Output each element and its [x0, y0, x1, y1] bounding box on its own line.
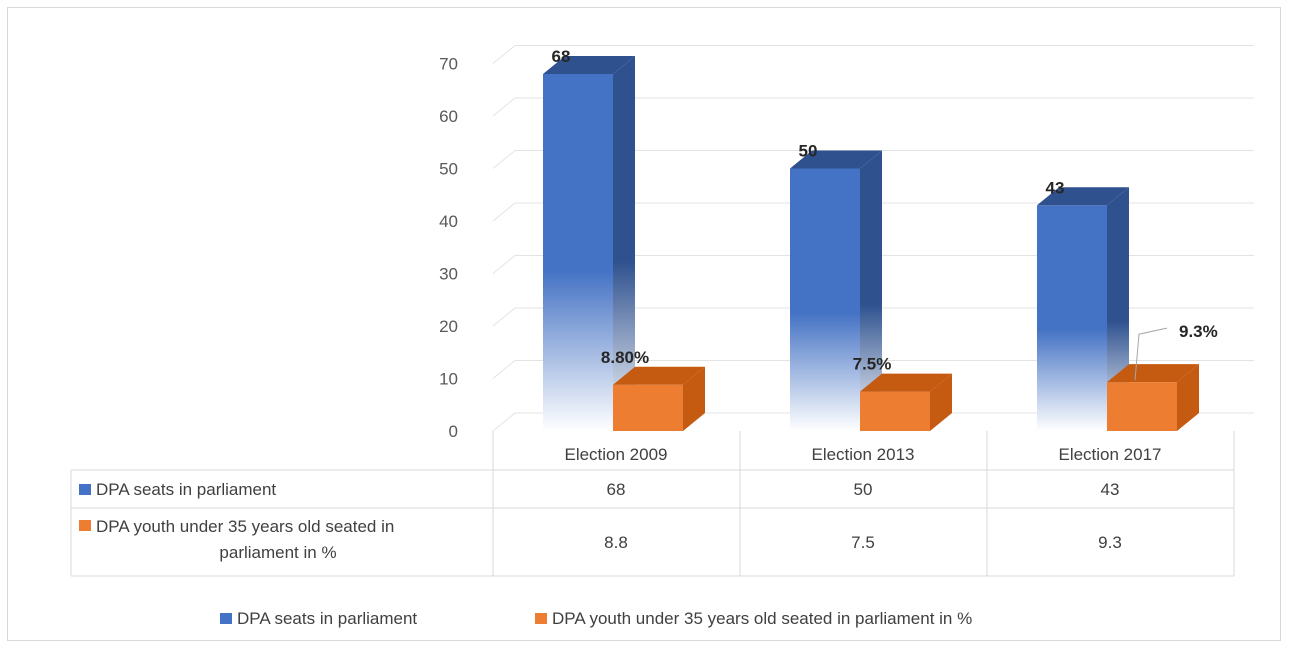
data-table: Election 2009 Election 2013 Election 2017 D…	[70, 431, 1235, 577]
y-tick-label: 40	[439, 212, 458, 231]
bar-front	[1107, 382, 1177, 431]
y-tick-label: 30	[439, 265, 458, 284]
gridline	[492, 412, 1254, 432]
category-label: Election 2017	[1058, 445, 1161, 464]
bar-side	[1177, 364, 1199, 431]
table-row-label: DPA seats in parliament	[96, 480, 276, 499]
y-tick-label: 0	[449, 422, 458, 441]
bar-top	[543, 56, 635, 74]
table-cell: 68	[607, 480, 626, 499]
y-tick-label: 70	[439, 55, 458, 74]
table-legend-key-seats	[79, 484, 91, 495]
legend-swatch	[535, 613, 547, 624]
data-label: 43	[1046, 178, 1065, 197]
gridline	[492, 97, 1254, 117]
data-label: 7.5%	[853, 355, 892, 374]
gridline	[492, 150, 1254, 169]
category-label: Election 2009	[564, 445, 667, 464]
table-row-label: DPA youth under 35 years old seated in	[96, 517, 394, 536]
bar-top	[790, 150, 882, 169]
data-label: 8.80%	[601, 348, 649, 367]
data-label: 9.3%	[1179, 322, 1218, 341]
y-tick-label: 20	[439, 317, 458, 336]
legend: DPA seats in parliament DPA youth under 3…	[220, 609, 972, 628]
bar-youth-0	[613, 366, 705, 431]
data-labels-layer: 68 8.80% 50 7.5% 43 9.3%	[552, 47, 1218, 381]
gridline	[492, 360, 1254, 379]
table-cell: 9.3	[1098, 533, 1122, 552]
bars-layer	[543, 56, 1199, 431]
bar-side	[930, 373, 952, 431]
bar-youth-1	[860, 373, 952, 431]
y-tick-label: 50	[439, 160, 458, 179]
bar-seats-1	[790, 150, 882, 431]
bar-side	[683, 366, 705, 431]
table-legend-key-youth	[79, 520, 91, 531]
bar-top	[1107, 364, 1199, 383]
category-label: Election 2013	[811, 445, 914, 464]
data-label-leader	[1134, 327, 1168, 381]
chart-frame: 0 10 20 30 40 50 60 70 68 8.80% 50 7.5% 43 9.3% Elec…	[7, 7, 1281, 641]
legend-swatch	[220, 613, 232, 624]
table-cell: 50	[854, 480, 873, 499]
bar-youth-2	[1107, 364, 1199, 431]
y-tick-label: 60	[439, 107, 458, 126]
gridline	[492, 307, 1254, 327]
data-label: 50	[799, 142, 818, 161]
bar-front	[1037, 205, 1107, 431]
y-axis: 0 10 20 30 40 50 60 70	[439, 55, 458, 442]
bar-top	[613, 366, 705, 385]
bar-front	[860, 391, 930, 431]
table-cell: 43	[1101, 480, 1120, 499]
bar-seats-0	[543, 56, 635, 431]
legend-label: DPA seats in parliament	[237, 609, 417, 628]
y-tick-label: 10	[439, 370, 458, 389]
table-cell: 8.8	[604, 533, 628, 552]
bar-front	[613, 384, 683, 431]
bar-top	[860, 373, 952, 392]
bar-side	[613, 56, 635, 431]
bar-side	[860, 150, 882, 431]
bar-front	[790, 168, 860, 431]
bar-front	[543, 74, 613, 431]
table-cell: 7.5	[851, 533, 875, 552]
chart-svg: 0 10 20 30 40 50 60 70 68 8.80% 50 7.5% 43 9.3% Elec…	[70, 45, 1254, 628]
legend-label: DPA youth under 35 years old seated in p…	[552, 609, 972, 628]
table-row-label: parliament in %	[219, 543, 336, 562]
gridline	[492, 45, 1254, 64]
bar-top	[1037, 187, 1129, 206]
gridline	[492, 202, 1254, 222]
grid-layer	[492, 45, 1254, 432]
data-label: 68	[552, 47, 571, 66]
gridline	[492, 255, 1254, 274]
